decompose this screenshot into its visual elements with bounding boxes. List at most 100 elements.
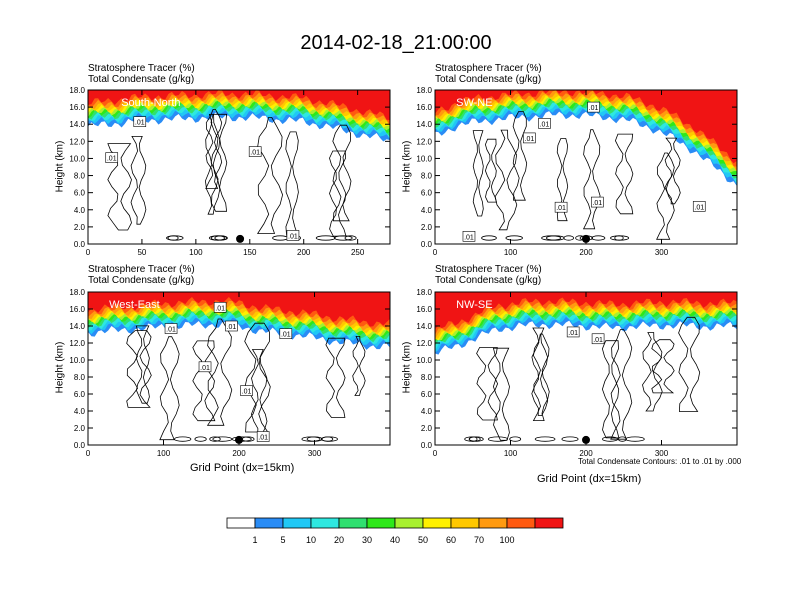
contour-label: .01 [248,146,262,157]
y-tick-label: 0.0 [421,441,433,450]
y-tick-label: 4.0 [421,206,433,215]
condensate-contour [602,436,619,442]
condensate-contour [532,333,550,421]
condensate-contour [332,124,352,222]
x-tick-label: 200 [579,248,593,257]
contour-label: .01 [462,231,476,242]
condensate-contour [256,117,284,234]
condensate-contour [329,150,347,237]
x-tick-label: 100 [189,248,203,257]
field-title-3: Stratosphere Tracer (%) [88,264,195,275]
x-tick-label: 0 [433,248,438,257]
x-tick-label: 300 [308,449,322,458]
colorbar-label: 40 [390,535,400,545]
colorbar-label: 1 [252,535,257,545]
condensate-contour [126,330,152,408]
condensate-contour [464,436,481,442]
svg-text:.01: .01 [227,324,237,331]
condensate-contour [214,235,228,241]
condensate-contour [651,339,675,394]
y-tick-label: 18.0 [416,86,432,95]
condensate-contour [487,436,508,442]
condensate-contour [512,111,528,201]
contour-label: .01 [566,326,580,338]
x-tick-label: 100 [504,449,518,458]
svg-text:.01: .01 [593,337,603,344]
contour-label: .01 [240,385,253,396]
condensate-contour [135,325,150,404]
condensate-contour [678,316,701,412]
svg-text:.01: .01 [589,105,599,112]
condensate-contour [484,138,497,203]
y-axis-label-3: Height (km) [54,341,66,394]
heatmap-svg: .01 .01 .01 .01 South-North 0.0 2.0 4.0 6.0 8.0 10… [69,86,391,257]
condensate-contour [546,235,565,241]
condensate-contour [541,235,562,241]
colorbar-label: 70 [474,535,484,545]
colorbar-box [226,517,256,529]
condensate-contour [250,349,268,437]
heatmap-svg: .01 .01 .01 .01 .01 .01 .01 SW-NE 0.0 2.0 4.0 6.0 8.… [416,86,738,257]
contour-label: .01 [225,320,238,332]
y-tick-label: 14.0 [416,120,432,129]
y-tick-label: 6.0 [74,390,86,399]
y-tick-label: 18.0 [416,288,432,297]
panel-label: South-North [121,97,180,109]
contour-label: .01 [256,431,270,442]
svg-text:.01: .01 [135,120,145,127]
panel-label: NW-SE [456,299,492,311]
tracer-band-11 [88,292,390,327]
contour-label: .01 [198,361,212,373]
condensate-contour [159,336,180,441]
condensate-contour [174,436,192,442]
x-tick-label: 300 [655,449,669,458]
condensate-contour [494,129,518,231]
y-tick-label: 14.0 [69,120,85,129]
y-tick-label: 6.0 [421,189,433,198]
field-title-2: Stratosphere Tracer (%) [435,63,542,74]
condensate-contour [301,436,321,442]
condensate-contour [481,235,497,241]
colorbar-box [478,517,508,529]
field-title-4: Stratosphere Tracer (%) [435,264,542,275]
y-tick-label: 8.0 [421,172,433,181]
x-tick-label: 100 [157,449,171,458]
svg-text:.01: .01 [200,365,210,372]
condensate-contour [664,137,681,205]
x-tick-label: 200 [579,449,593,458]
svg-text:.01: .01 [166,327,176,334]
colorbar-svg: 1 5 10 20 30 40 50 60 70 100 [226,517,564,545]
location-marker [582,234,590,243]
colorbar-label: 5 [280,535,285,545]
condensate-contour [610,235,630,241]
y-tick-label: 4.0 [74,206,86,215]
svg-text:.01: .01 [464,234,474,241]
heatmap-svg: .01 .01 NW-SE 0.0 2.0 4.0 6.0 8.0 10.0 12.0 14.0 16… [416,288,738,458]
y-axis-label-1: Height (km) [54,140,66,193]
condensate-contour [601,340,620,439]
contour-label: .01 [523,132,536,144]
y-tick-label: 14.0 [416,322,432,331]
x-tick-label: 0 [86,449,91,458]
location-marker [236,234,245,243]
chart-panel-south-north: .01 .01 .01 .01 South-North 0.0 2.0 4.0 6.0 8.0 10… [69,86,391,257]
svg-text:.01: .01 [592,200,602,207]
colorbar-box [254,517,284,529]
contour-note: Total Condensate Contours: .01 to .01 by… [578,457,742,466]
contour-label: .01 [591,196,604,208]
condensate-contour [320,436,338,442]
x-tick-label: 200 [297,248,311,257]
y-tick-label: 12.0 [69,339,85,348]
contour-label: .01 [591,333,605,345]
colorbar-box [506,517,536,529]
svg-text:.01: .01 [540,121,550,128]
condensate-contour [209,436,221,442]
condensate-contour [210,113,228,212]
colorbar-box [394,517,424,529]
contour-label: .01 [554,201,568,213]
y-tick-label: 4.0 [421,407,433,416]
colorbar: 1 5 10 20 30 40 50 60 70 100 [226,517,564,552]
contour-label: .01 [164,323,178,334]
colorbar-box [534,517,564,529]
y-tick-label: 16.0 [416,103,432,112]
